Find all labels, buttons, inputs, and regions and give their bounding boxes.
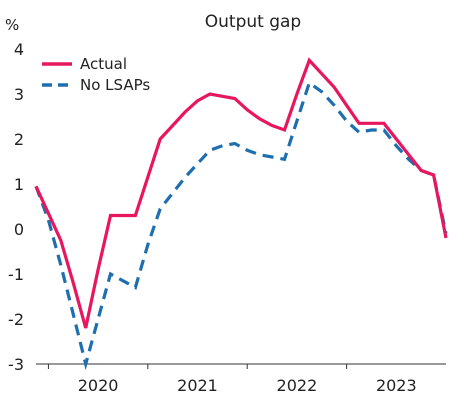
series-line-no-lsaps [34, 80, 448, 371]
legend-label-actual: Actual [80, 55, 127, 73]
legend: Actual No LSAPs [42, 55, 150, 94]
y-tick-label: -3 [8, 355, 24, 374]
y-axis: 4 3 2 1 0 -1 -2 -3 [8, 40, 24, 374]
y-tick-label: 3 [14, 85, 24, 104]
series-line-actual [34, 57, 448, 329]
y-tick-label: 0 [14, 220, 24, 239]
x-axis: 2020 2021 2022 2023 [36, 363, 446, 395]
chart-title: Output gap [205, 12, 301, 32]
y-axis-unit-label: % [5, 16, 19, 34]
series-layer [34, 57, 448, 371]
x-tick-label: 2022 [277, 376, 318, 395]
x-tick-label: 2023 [376, 376, 417, 395]
legend-label-no-lsaps: No LSAPs [80, 76, 150, 94]
y-tick-label: -2 [8, 310, 24, 329]
y-tick-label: 1 [14, 175, 24, 194]
x-tick-label: 2021 [177, 376, 218, 395]
x-tick-label: 2020 [78, 376, 119, 395]
y-tick-label: 2 [14, 130, 24, 149]
y-tick-label: -1 [8, 265, 24, 284]
y-tick-label: 4 [14, 40, 24, 59]
